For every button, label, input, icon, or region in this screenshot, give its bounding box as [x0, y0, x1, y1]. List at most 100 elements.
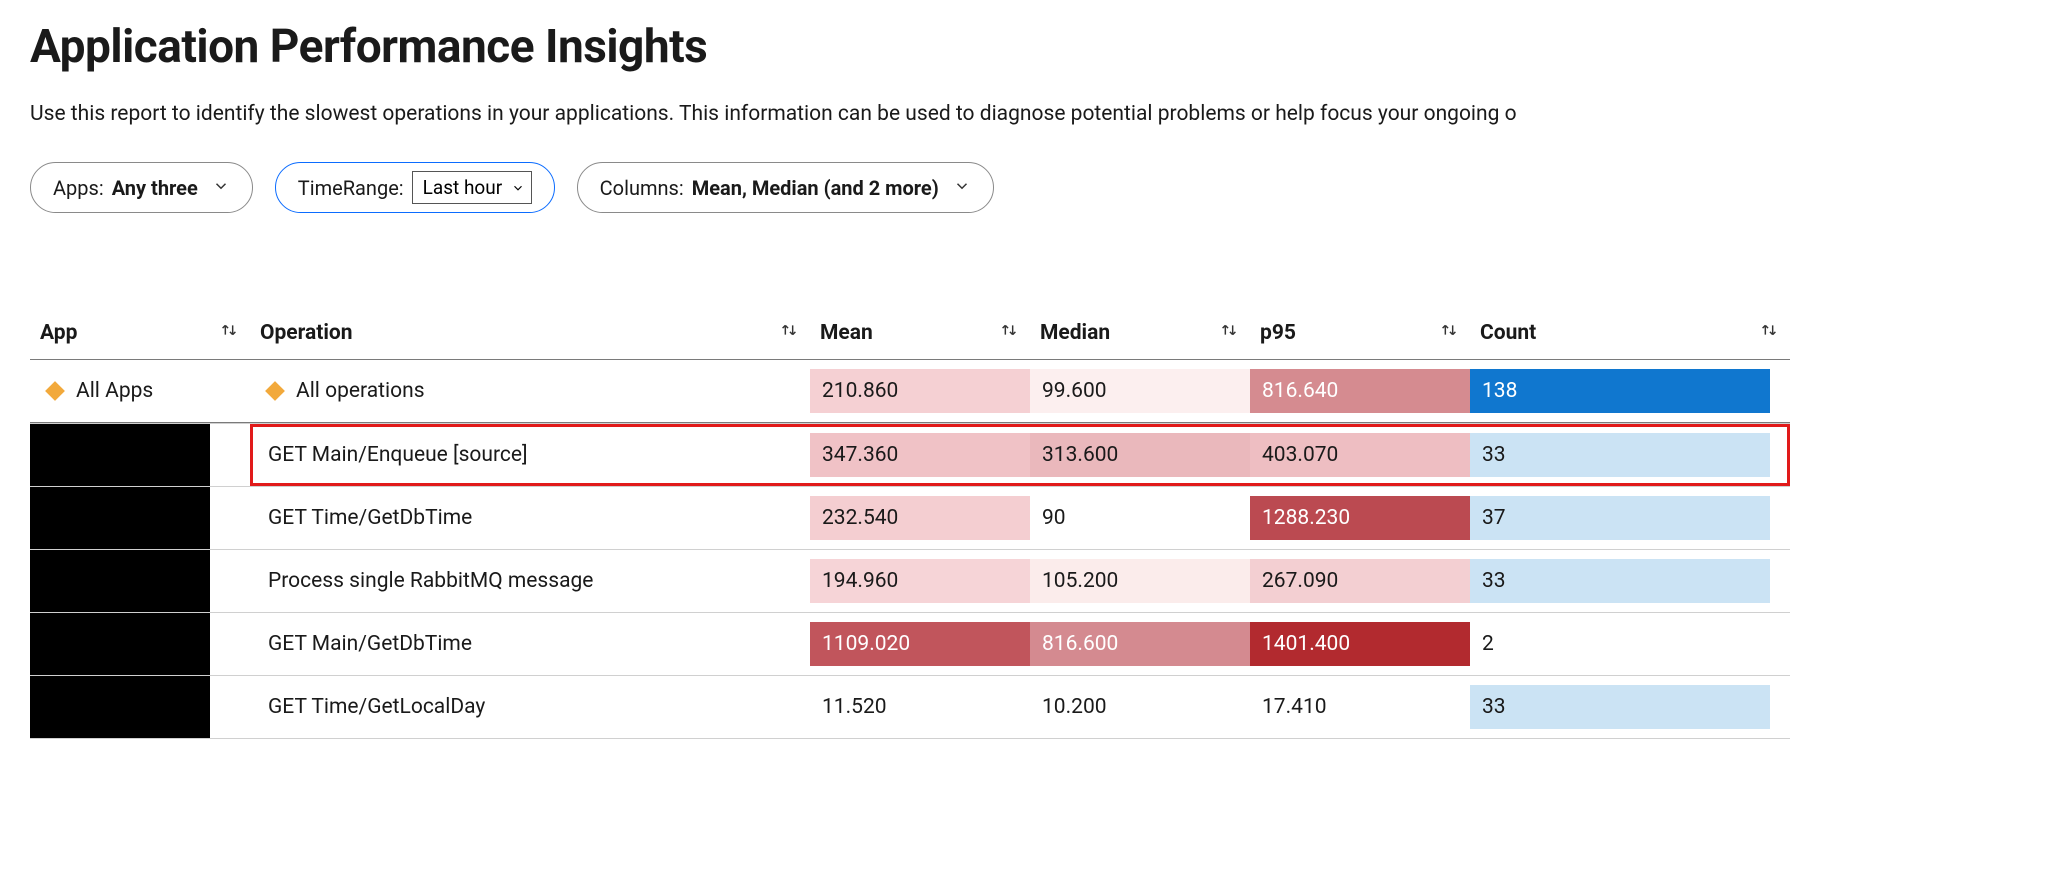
p95-cell: 267.090 [1250, 550, 1470, 612]
count-cell: 2 [1470, 613, 1790, 675]
p95-value: 267.090 [1250, 559, 1470, 603]
mean-value: 232.540 [810, 496, 1030, 540]
performance-table: App Operation Mean Median p95 Count All … [30, 313, 2020, 739]
page-title: Application Performance Insights [30, 20, 2020, 74]
columns-filter[interactable]: Columns: Mean, Median (and 2 more) [577, 162, 994, 213]
p95-cell: 1401.400 [1250, 613, 1470, 675]
count-value: 33 [1470, 685, 1770, 729]
count-value: 2 [1470, 622, 1510, 666]
apps-filter-label: Apps: [53, 176, 104, 200]
operation-label: All operations [296, 379, 425, 403]
sort-icon[interactable] [1758, 319, 1780, 347]
col-header-operation[interactable]: Operation [250, 313, 810, 359]
app-redacted-block [30, 424, 210, 486]
p95-cell: 17.410 [1250, 676, 1470, 738]
mean-cell: 347.360 [810, 424, 1030, 486]
median-value: 90 [1030, 496, 1250, 540]
operation-cell[interactable]: Process single RabbitMQ message [250, 550, 810, 612]
app-cell [30, 550, 250, 612]
app-redacted-block [30, 613, 210, 675]
median-cell: 99.600 [1030, 360, 1250, 422]
mean-value: 194.960 [810, 559, 1030, 603]
operation-cell[interactable]: All operations [250, 360, 810, 422]
operation-cell[interactable]: GET Time/GetDbTime [250, 487, 810, 549]
mean-cell: 194.960 [810, 550, 1030, 612]
median-value: 99.600 [1030, 369, 1250, 413]
median-cell: 10.200 [1030, 676, 1250, 738]
mean-value: 1109.020 [810, 622, 1030, 666]
count-value: 33 [1470, 559, 1770, 603]
filter-bar: Apps: Any three TimeRange: Last hour Col… [30, 162, 2020, 213]
sort-icon[interactable] [1218, 319, 1240, 347]
columns-filter-value: Mean, Median (and 2 more) [692, 176, 939, 200]
operation-cell[interactable]: GET Main/Enqueue [source] [250, 424, 810, 486]
p95-value: 1288.230 [1250, 496, 1470, 540]
columns-filter-label: Columns: [600, 176, 684, 200]
mean-cell: 11.520 [810, 676, 1030, 738]
app-cell: All Apps [30, 360, 250, 422]
mean-value: 210.860 [810, 369, 1030, 413]
timerange-select[interactable]: Last hour [412, 171, 532, 204]
count-value: 138 [1470, 369, 1770, 413]
median-cell: 90 [1030, 487, 1250, 549]
timerange-filter[interactable]: TimeRange: Last hour [275, 162, 555, 213]
app-cell [30, 676, 250, 738]
mean-cell: 232.540 [810, 487, 1030, 549]
p95-cell: 816.640 [1250, 360, 1470, 422]
operation-label: Process single RabbitMQ message [268, 569, 593, 593]
p95-cell: 403.070 [1250, 424, 1470, 486]
count-cell: 138 [1470, 360, 1790, 422]
app-cell [30, 487, 250, 549]
mean-value: 347.360 [810, 433, 1030, 477]
app-redacted-block [30, 676, 210, 738]
app-redacted-block [30, 487, 210, 549]
median-cell: 816.600 [1030, 613, 1250, 675]
col-header-count[interactable]: Count [1470, 313, 1790, 359]
mean-value: 11.520 [810, 685, 1030, 729]
chevron-down-icon [212, 176, 230, 200]
col-header-app[interactable]: App [30, 313, 250, 359]
count-cell: 33 [1470, 550, 1790, 612]
expand-diamond-icon[interactable] [265, 381, 285, 401]
count-cell: 37 [1470, 487, 1790, 549]
col-header-median[interactable]: Median [1030, 313, 1250, 359]
mean-cell: 1109.020 [810, 613, 1030, 675]
col-header-mean[interactable]: Mean [810, 313, 1030, 359]
p95-value: 1401.400 [1250, 622, 1470, 666]
median-value: 816.600 [1030, 622, 1250, 666]
sort-icon[interactable] [1438, 319, 1460, 347]
app-label: All Apps [76, 379, 153, 403]
operation-cell[interactable]: GET Time/GetLocalDay [250, 676, 810, 738]
sort-icon[interactable] [778, 319, 800, 347]
expand-diamond-icon[interactable] [45, 381, 65, 401]
sort-icon[interactable] [218, 319, 240, 347]
count-value: 37 [1470, 496, 1770, 540]
median-value: 313.600 [1030, 433, 1250, 477]
app-cell [30, 613, 250, 675]
chevron-down-icon [953, 176, 971, 200]
median-value: 10.200 [1030, 685, 1250, 729]
sort-icon[interactable] [998, 319, 1020, 347]
operation-cell[interactable]: GET Main/GetDbTime [250, 613, 810, 675]
apps-filter-value: Any three [112, 176, 198, 200]
p95-value: 816.640 [1250, 369, 1470, 413]
app-cell [30, 424, 250, 486]
col-header-p95[interactable]: p95 [1250, 313, 1470, 359]
median-cell: 313.600 [1030, 424, 1250, 486]
operation-label: GET Time/GetDbTime [268, 506, 472, 530]
count-cell: 33 [1470, 676, 1790, 738]
apps-filter[interactable]: Apps: Any three [30, 162, 253, 213]
app-redacted-block [30, 550, 210, 612]
p95-value: 403.070 [1250, 433, 1470, 477]
operation-label: GET Main/Enqueue [source] [268, 443, 528, 467]
p95-value: 17.410 [1250, 685, 1470, 729]
median-value: 105.200 [1030, 559, 1250, 603]
page-description: Use this report to identify the slowest … [30, 102, 2020, 126]
mean-cell: 210.860 [810, 360, 1030, 422]
count-cell: 33 [1470, 424, 1790, 486]
count-value: 33 [1470, 433, 1770, 477]
p95-cell: 1288.230 [1250, 487, 1470, 549]
timerange-filter-label: TimeRange: [298, 176, 404, 200]
median-cell: 105.200 [1030, 550, 1250, 612]
operation-label: GET Main/GetDbTime [268, 632, 472, 656]
